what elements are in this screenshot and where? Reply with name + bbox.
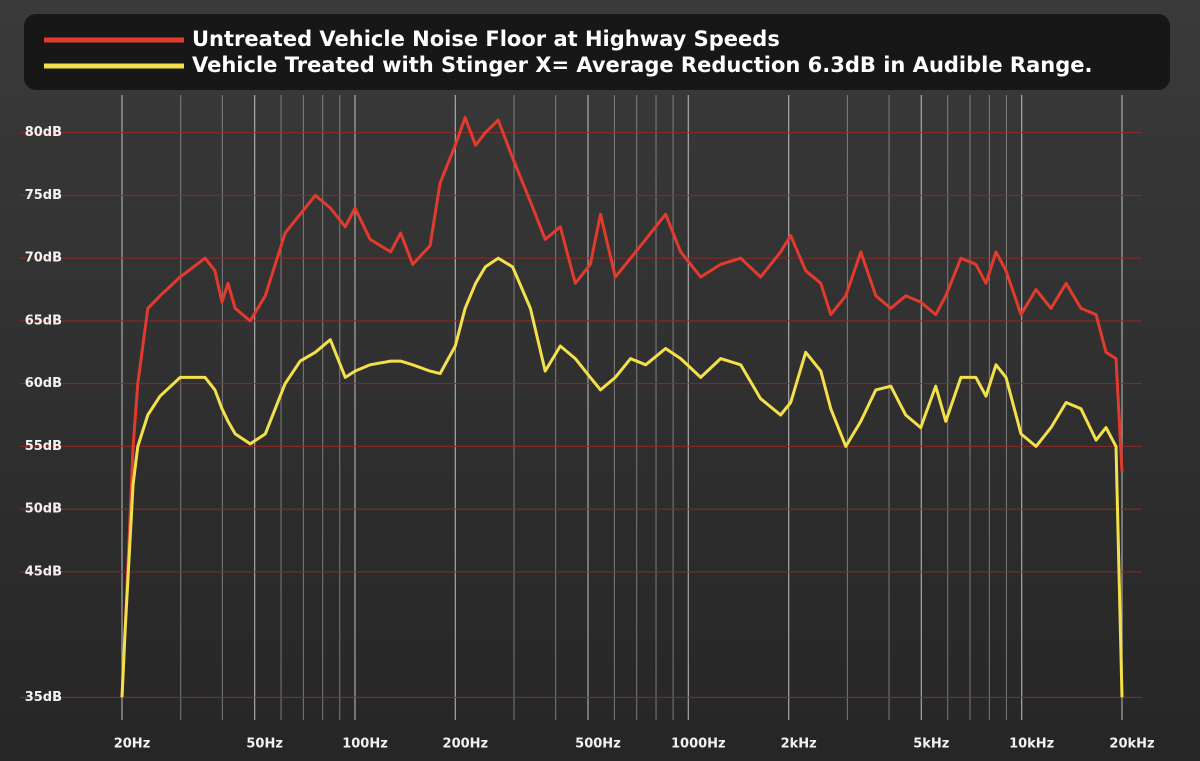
x-tick-label: 50Hz — [246, 737, 283, 752]
x-tick-label: 2kHz — [781, 737, 817, 752]
y-tick-label: 80dB — [25, 125, 62, 140]
y-tick-label: 60dB — [25, 376, 62, 391]
x-tick-label: 200Hz — [443, 737, 489, 752]
y-tick-label: 45dB — [25, 564, 62, 579]
x-tick-label: 1000Hz — [671, 737, 726, 752]
axes: 20Hz 50Hz 100Hz 200Hz 500Hz 1000Hz 2kHz 5kHz 10k… — [25, 125, 1155, 751]
x-tick-label: 20Hz — [114, 737, 151, 752]
series-line — [120, 116, 1124, 698]
x-tick-label: 100Hz — [342, 737, 388, 752]
plot — [120, 116, 1124, 698]
y-tick-label: 50dB — [25, 502, 62, 517]
series-line — [120, 256, 1124, 698]
legend-label: Vehicle Treated with Stinger X= Average … — [192, 53, 1092, 77]
y-tick-label: 65dB — [25, 313, 62, 328]
legend: Untreated Vehicle Noise Floor at Highway… — [44, 27, 1092, 77]
legend-box — [24, 14, 1170, 90]
grid — [20, 95, 1142, 720]
x-tick-label: 5kHz — [913, 737, 949, 752]
y-tick-label: 55dB — [25, 439, 62, 454]
x-tick-label: 20kHz — [1109, 737, 1154, 752]
legend-label: Untreated Vehicle Noise Floor at Highway… — [192, 27, 780, 51]
y-tick-label: 75dB — [25, 188, 62, 203]
y-tick-label: 70dB — [25, 251, 62, 266]
x-tick-label: 10kHz — [1009, 737, 1054, 752]
x-tick-label: 500Hz — [575, 737, 621, 752]
y-tick-label: 35dB — [25, 690, 62, 705]
